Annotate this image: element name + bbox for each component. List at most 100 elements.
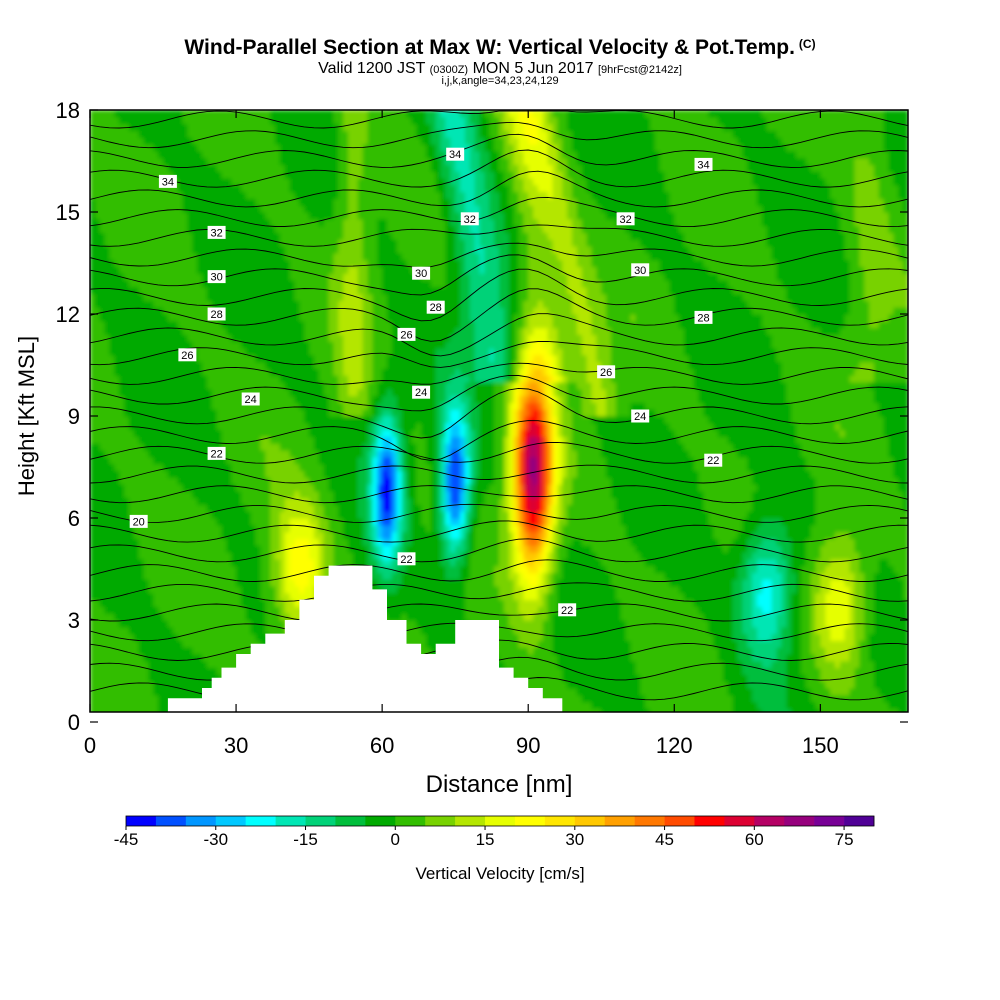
field-cell [99,524,106,533]
field-cell [182,402,188,410]
field-cell [143,633,150,641]
field-cell [177,334,184,342]
field-cell [90,395,96,403]
field-cell [323,130,330,138]
field-cell [236,150,242,159]
field-cell [250,599,257,607]
field-cell [313,429,320,437]
field-cell [138,450,145,458]
field-cell [236,123,242,131]
field-cell [187,327,193,335]
field-cell [318,212,325,220]
field-cell [167,626,174,635]
field-cell [323,300,330,308]
field-cell [94,511,101,519]
field-cell [236,497,242,505]
field-cell [333,511,339,519]
field-cell [216,538,223,546]
field-cell [313,538,320,546]
field-cell [279,484,286,492]
field-cell [231,300,237,308]
field-cell [201,395,208,403]
field-cell [338,382,344,390]
field-cell [352,354,359,363]
field-cell [153,470,159,478]
field-cell [172,137,179,145]
field-cell [158,640,164,648]
field-cell [94,327,101,335]
field-cell [138,463,145,471]
field-cell [279,558,286,567]
field-cell [177,633,184,641]
field-cell [187,599,193,607]
field-cell [104,667,111,675]
field-cell [211,382,218,390]
field-cell [128,307,135,315]
field-cell [90,429,96,437]
field-cell [138,606,145,614]
field-cell [138,334,145,342]
field-cell [133,490,140,499]
field-cell [260,354,266,363]
field-cell [197,626,203,635]
field-cell [138,565,145,573]
field-cell [289,205,296,213]
field-cell [114,701,120,709]
field-cell [318,327,325,335]
field-cell [206,402,213,410]
field-cell [201,239,208,247]
field-cell [109,545,115,553]
field-cell [158,660,164,669]
field-cell [133,137,140,145]
field-cell [279,123,286,131]
field-cell [231,354,237,363]
field-cell [270,463,276,471]
field-cell [201,660,208,669]
field-cell [275,545,281,553]
field-cell [133,450,140,458]
field-cell [226,654,232,662]
field-cell [109,606,115,614]
field-cell [206,150,213,159]
field-cell [309,150,315,159]
field-cell [323,463,330,471]
field-cell [240,212,247,220]
field-cell [294,205,300,213]
field-cell [245,327,252,335]
field-cell [128,212,135,220]
field-cell [153,259,159,267]
field-cell [289,375,296,383]
field-cell [328,300,335,308]
field-cell [352,450,359,458]
field-cell [99,232,106,240]
field-cell [211,429,218,437]
field-cell [240,354,247,363]
field-cell [313,531,320,539]
field-cell [94,307,101,315]
field-cell [250,416,257,424]
field-cell [163,436,169,444]
field-cell [343,184,349,193]
field-cell [187,531,193,539]
field-cell [304,273,310,281]
field-cell [114,368,120,376]
field-cell [124,606,130,614]
field-cell [328,348,335,356]
field-cell [99,688,106,696]
field-cell [231,620,237,628]
field-cell [104,545,111,553]
field-cell [124,579,130,587]
field-cell [143,137,150,145]
field-cell [343,314,349,322]
field-cell [99,137,106,145]
field-cell [167,613,174,621]
field-cell [187,558,193,567]
field-cell [221,504,227,512]
field-cell [270,354,276,363]
field-cell [348,341,354,349]
field-cell [216,286,223,295]
field-cell [333,259,339,267]
field-cell [294,531,300,539]
field-cell [109,341,115,349]
field-cell [187,579,193,587]
